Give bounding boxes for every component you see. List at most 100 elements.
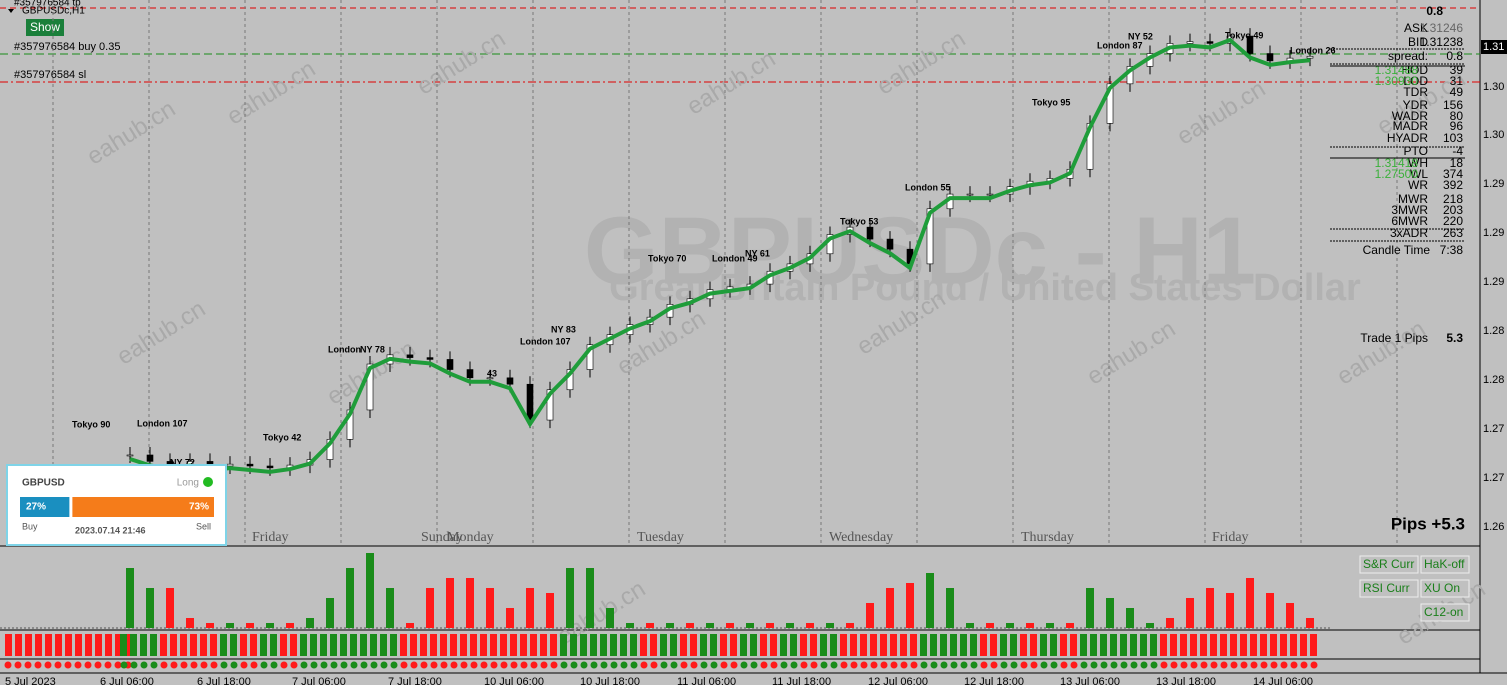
state-dot <box>610 661 618 669</box>
state-dot <box>1100 661 1108 669</box>
show-button-label[interactable]: Show <box>30 20 60 34</box>
state-bar <box>270 634 277 656</box>
time-label: 7 Jul 18:00 <box>388 676 442 685</box>
osc-bar <box>186 618 194 628</box>
state-dot <box>1240 661 1248 669</box>
state-bar <box>340 634 347 656</box>
indicator-button[interactable] <box>1420 579 1470 598</box>
state-bar <box>380 634 387 656</box>
osc-bar <box>1006 623 1014 628</box>
state-bar <box>1310 634 1317 656</box>
state-bar <box>490 634 497 656</box>
indicator-button[interactable] <box>1359 579 1419 598</box>
panel-label: LOD <box>1403 74 1428 88</box>
state-bar <box>1040 634 1047 656</box>
panel-label: WL <box>1410 167 1428 181</box>
candle <box>1266 53 1274 62</box>
state-bar <box>1020 634 1027 656</box>
indicator-button-label[interactable]: XU On <box>1424 581 1460 595</box>
candle <box>1106 83 1114 124</box>
order-line-label: #357976584 sl <box>14 69 86 81</box>
state-bar <box>230 634 237 656</box>
state-bar <box>920 634 927 656</box>
state-dot <box>1230 661 1238 669</box>
state-bar <box>1190 634 1197 656</box>
state-dot <box>120 661 128 669</box>
osc-bar <box>1146 623 1154 628</box>
state-dot <box>440 661 448 669</box>
state-dot <box>970 661 978 669</box>
state-dot <box>280 661 288 669</box>
state-bar <box>870 634 877 656</box>
state-dot <box>1000 661 1008 669</box>
session-label: London 107 <box>137 418 188 428</box>
state-dot <box>540 661 548 669</box>
osc-bar <box>386 588 394 628</box>
state-dot <box>870 661 878 669</box>
state-bar <box>850 634 857 656</box>
state-dot <box>74 661 82 669</box>
state-dot <box>360 661 368 669</box>
panel-label: PTO <box>1404 144 1428 158</box>
state-dot <box>350 661 358 669</box>
indicator-button-label[interactable]: RSI Curr <box>1363 581 1410 595</box>
trade-value: 5.3 <box>1446 331 1463 345</box>
indicator-button-label[interactable]: C12-on <box>1424 605 1463 619</box>
state-dot <box>620 661 628 669</box>
state-bar <box>140 634 147 656</box>
state-bar <box>1250 634 1257 656</box>
show-button[interactable] <box>26 19 64 36</box>
price-label: 1.28 <box>1483 325 1504 337</box>
panel-value: 49 <box>1450 85 1464 99</box>
time-label: 6 Jul 18:00 <box>197 676 251 685</box>
state-bar <box>500 634 507 656</box>
state-dot <box>490 661 498 669</box>
state-dot <box>450 661 458 669</box>
price-label: 1.29 <box>1483 276 1504 288</box>
osc-bar <box>546 593 554 628</box>
trade-label: Trade 1 Pips <box>1360 331 1428 345</box>
state-dot <box>220 661 228 669</box>
time-label: 5 Jul 2023 <box>5 676 56 685</box>
session-label: NY 78 <box>360 344 385 354</box>
state-bar <box>690 634 697 656</box>
state-dot <box>250 661 258 669</box>
time-label: 13 Jul 06:00 <box>1060 676 1120 685</box>
state-dot <box>1070 661 1078 669</box>
indicator-button[interactable] <box>1359 555 1419 574</box>
watermark-title: GBPUSDc - H1 <box>584 197 1256 304</box>
state-bar <box>105 634 112 656</box>
state-dot <box>780 661 788 669</box>
state-bar <box>1160 634 1167 656</box>
state-bar <box>1230 634 1237 656</box>
osc-bar <box>846 623 854 628</box>
state-dot <box>1300 661 1308 669</box>
indicator-button[interactable] <box>1420 555 1470 574</box>
state-dot <box>1260 661 1268 669</box>
widget-side: Long <box>177 478 199 489</box>
state-dot <box>1040 661 1048 669</box>
state-bar <box>75 634 82 656</box>
panel-price: 1.27500 <box>1375 167 1419 181</box>
candle <box>926 208 934 265</box>
state-dot <box>660 661 668 669</box>
state-bar <box>1240 634 1247 656</box>
state-dot <box>290 661 298 669</box>
indicator-button-label[interactable]: HaK-off <box>1424 557 1465 571</box>
panel-value: 220 <box>1443 214 1463 228</box>
session-label: 43 <box>487 368 497 378</box>
state-bar <box>280 634 287 656</box>
state-bar <box>770 634 777 656</box>
candle <box>366 363 374 411</box>
candle <box>586 344 594 370</box>
state-bar <box>85 634 92 656</box>
osc-bar <box>506 608 514 628</box>
state-dot <box>600 661 608 669</box>
indicator-button-label[interactable]: S&R Curr <box>1363 557 1414 571</box>
order-tp: #357976584 tp <box>14 0 81 9</box>
state-bar <box>1080 634 1087 656</box>
state-bar <box>180 634 187 656</box>
indicator-button[interactable] <box>1420 603 1470 622</box>
time-label: 10 Jul 18:00 <box>580 676 640 685</box>
state-bar <box>600 634 607 656</box>
